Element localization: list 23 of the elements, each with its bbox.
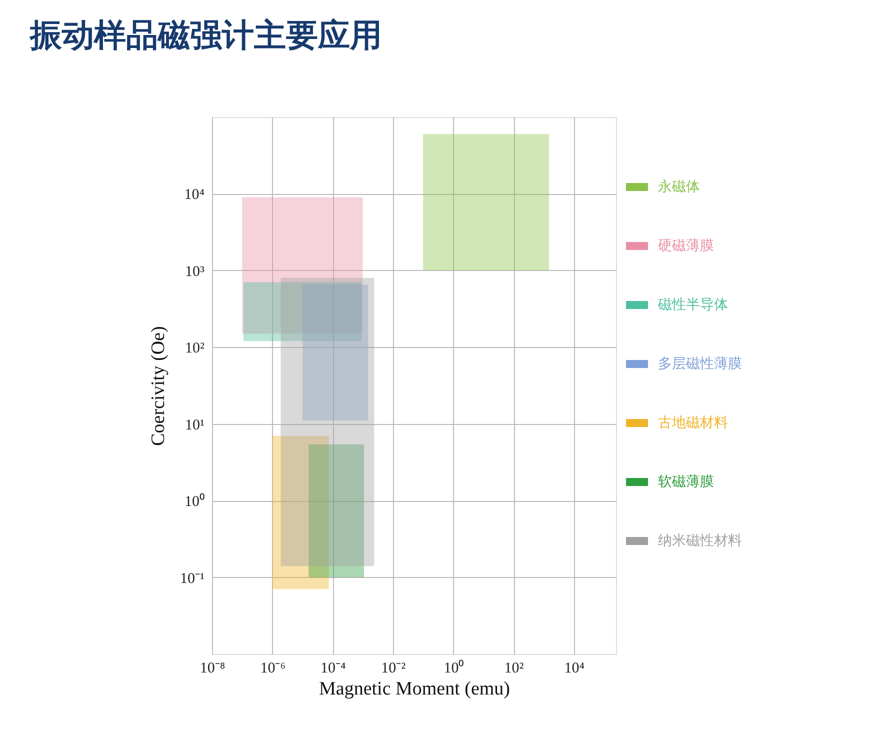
x-tick-label: 10⁻⁴ bbox=[320, 660, 346, 676]
y-axis-title: Coercivity (Oe) bbox=[148, 326, 170, 446]
legend-label: 纳米磁性材料 bbox=[658, 533, 742, 549]
legend-label: 永磁体 bbox=[658, 179, 700, 195]
y-tick-label: 10⁰ bbox=[184, 493, 204, 510]
legend-label: 软磁薄膜 bbox=[658, 474, 714, 490]
legend-label: 硬磁薄膜 bbox=[658, 238, 714, 254]
x-axis-title: Magnetic Moment (emu) bbox=[318, 678, 510, 700]
legend-label: 古地磁材料 bbox=[658, 415, 728, 431]
x-tick-label: 10⁰ bbox=[444, 660, 464, 676]
y-tick-label: 10² bbox=[185, 340, 205, 357]
y-tick-label: 10⁻¹ bbox=[180, 570, 204, 587]
y-tick-label: 10¹ bbox=[185, 417, 204, 434]
legend-label: 多层磁性薄膜 bbox=[658, 356, 742, 372]
chart-title: 振动样品磁强计主要应用 bbox=[29, 16, 382, 54]
x-tick-label: 10⁻⁶ bbox=[260, 660, 286, 676]
x-tick-label: 10⁻⁸ bbox=[200, 660, 226, 676]
y-tick-label: 10⁴ bbox=[184, 187, 204, 204]
x-tick-label: 10⁻² bbox=[381, 660, 406, 676]
x-tick-label: 10⁴ bbox=[564, 660, 584, 676]
y-tick-label: 10³ bbox=[185, 264, 205, 280]
legend-label: 磁性半导体 bbox=[657, 297, 728, 313]
x-tick-label: 10² bbox=[504, 660, 524, 676]
